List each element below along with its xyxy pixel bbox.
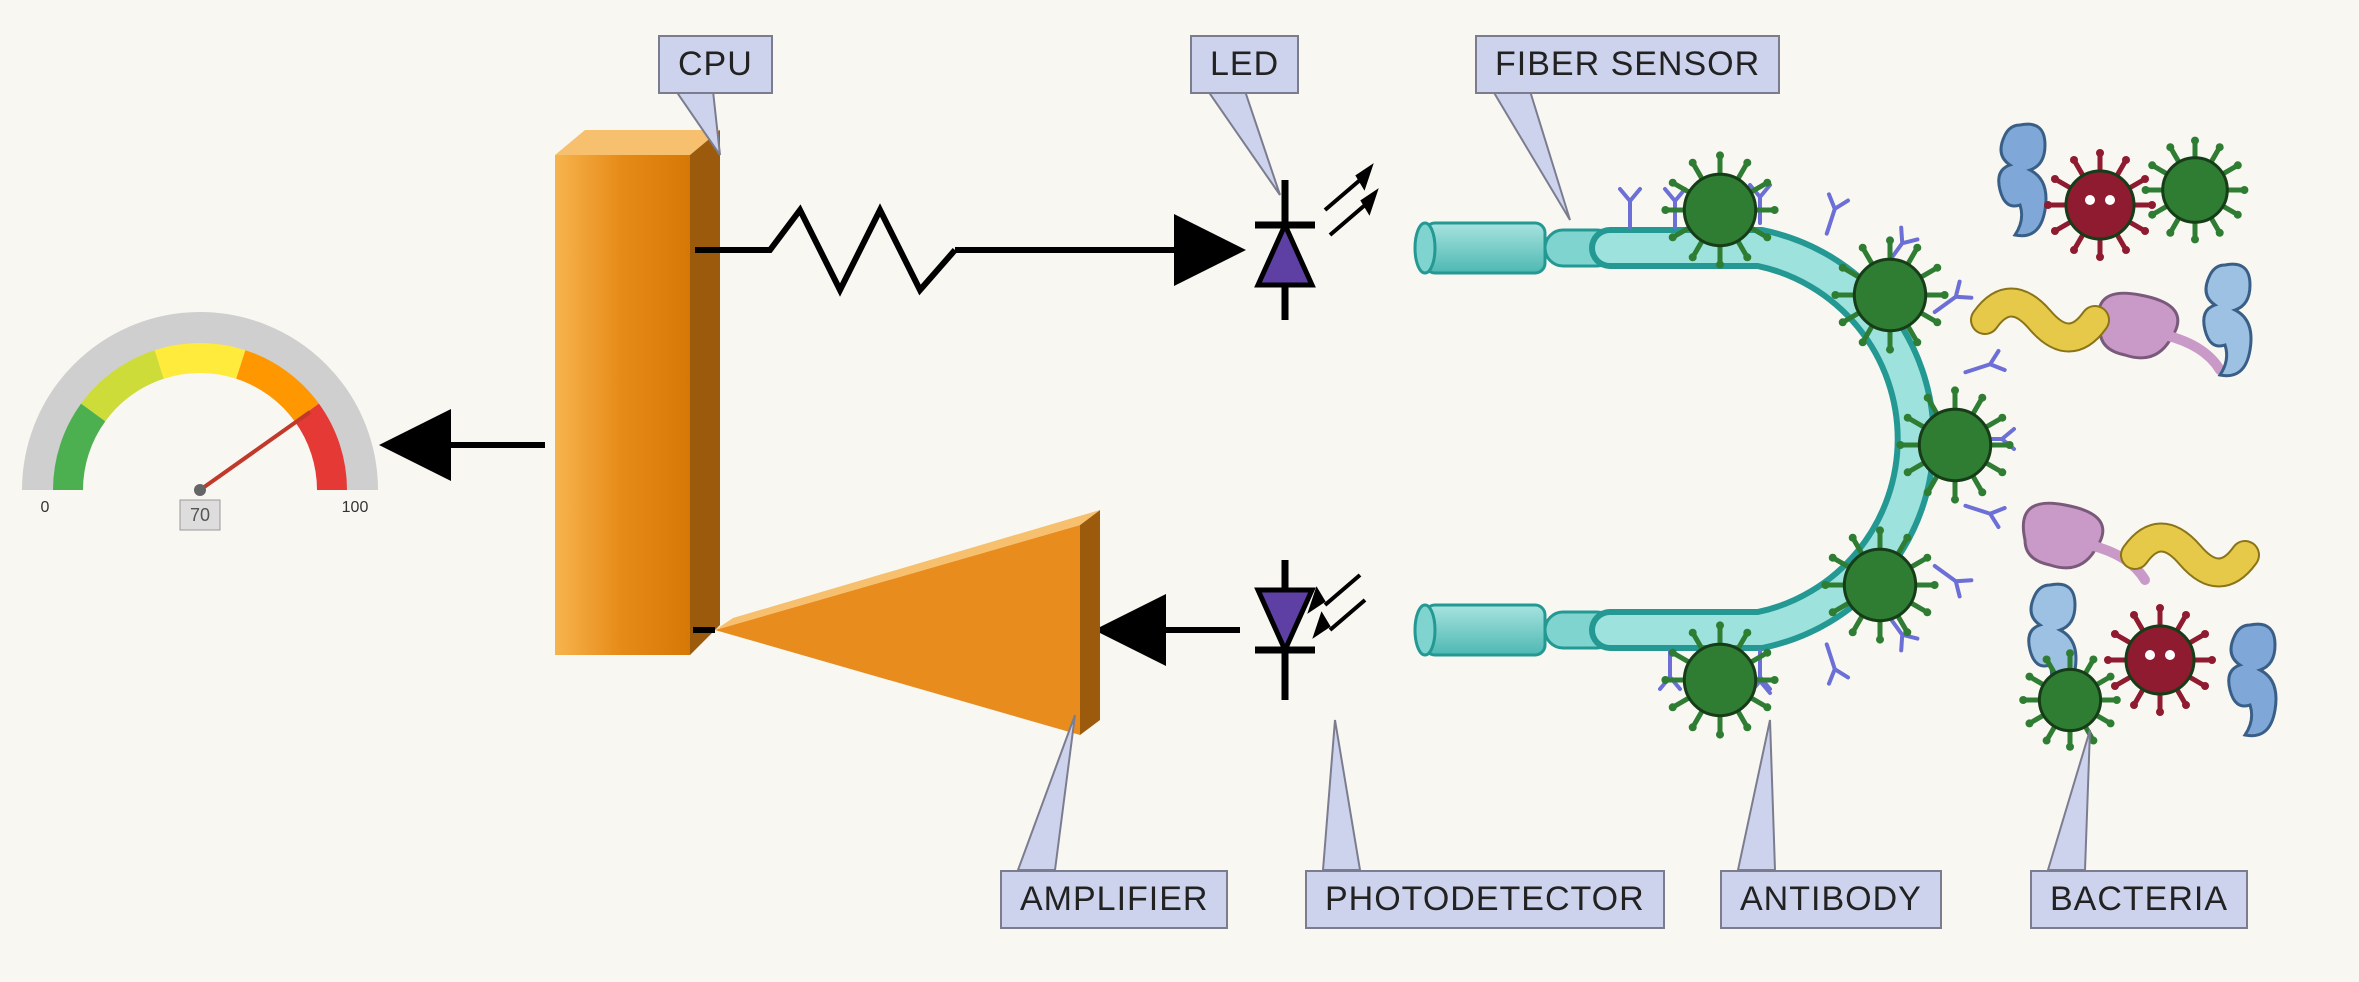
microbe-virus	[1831, 236, 1948, 353]
label-fiber_sensor: FIBER SENSOR	[1475, 35, 1780, 94]
amplifier-block	[715, 510, 1100, 735]
microbe-seahorse	[2204, 264, 2251, 376]
microbe-virus	[2104, 604, 2216, 716]
diagram-canvas: 70 0 100	[0, 0, 2359, 982]
microbe-blob	[2023, 503, 2145, 580]
microbe-virus	[2019, 649, 2121, 751]
gauge-meter: 70 0 100	[41, 335, 369, 530]
microbe-blob	[2098, 293, 2220, 370]
fiber-sensor	[1415, 185, 2014, 693]
microbe-seahorse	[2029, 584, 2076, 696]
microbe-seahorse	[1999, 124, 2046, 236]
microbes-group	[1661, 124, 2276, 751]
microbe-seahorse	[2229, 624, 2276, 736]
label-photodetector: PHOTODETECTOR	[1305, 870, 1665, 929]
svg-text:0: 0	[41, 499, 50, 516]
label-antibody: ANTIBODY	[1720, 870, 1942, 929]
photodetector-symbol	[1255, 560, 1365, 700]
callout-tails	[676, 91, 2090, 870]
microbe-virus	[2044, 149, 2156, 261]
resistor-line	[695, 210, 1240, 290]
label-cpu: CPU	[658, 35, 773, 94]
led-symbol	[1255, 168, 1375, 320]
microbe-virus	[2142, 137, 2249, 244]
microbe-virus	[1896, 386, 2013, 503]
microbe-virus	[1821, 526, 1938, 643]
label-amplifier: AMPLIFIER	[1000, 870, 1228, 929]
microbe-worm	[2135, 538, 2245, 573]
svg-text:100: 100	[342, 499, 369, 516]
label-bacteria: BACTERIA	[2030, 870, 2248, 929]
svg-text:70: 70	[190, 505, 210, 525]
microbe-worm	[1985, 303, 2095, 338]
microbe-virus	[1661, 621, 1778, 738]
microbe-virus	[1661, 151, 1778, 268]
cpu-block	[555, 130, 720, 655]
label-led: LED	[1190, 35, 1299, 94]
